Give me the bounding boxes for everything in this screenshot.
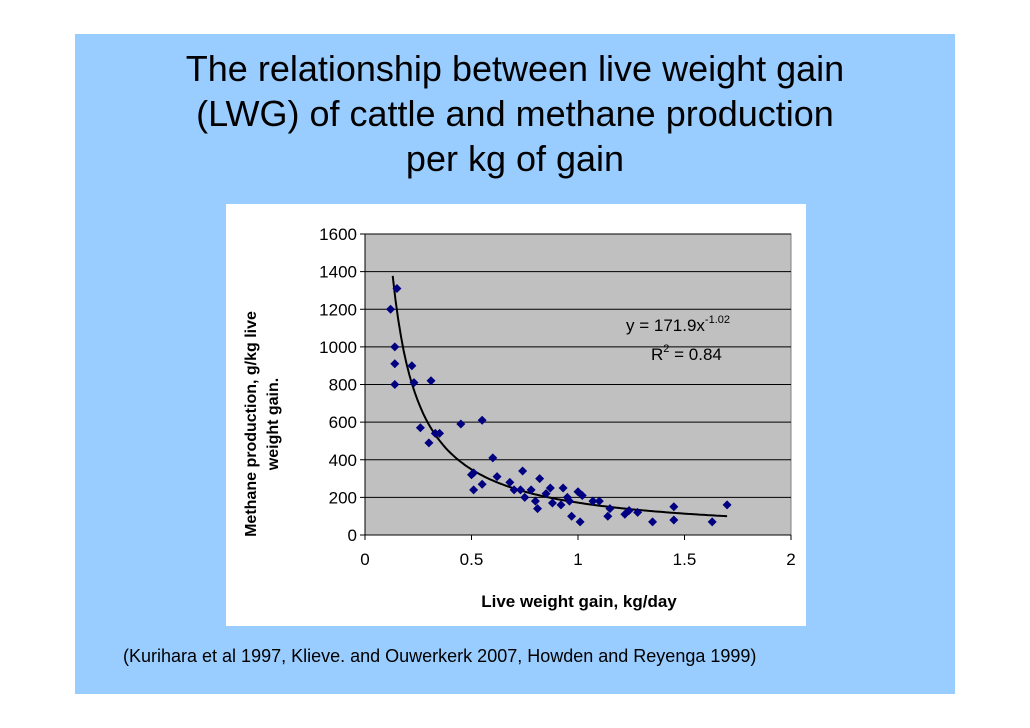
data-point-39 bbox=[577, 490, 587, 500]
data-point-3 bbox=[390, 359, 400, 369]
data-point-27 bbox=[533, 504, 543, 514]
data-point-1 bbox=[392, 284, 402, 294]
data-point-41 bbox=[594, 496, 604, 506]
data-point-4 bbox=[390, 380, 400, 389]
r2-label: R bbox=[651, 345, 663, 364]
data-point-50 bbox=[707, 517, 717, 527]
data-point-49 bbox=[669, 515, 679, 525]
data-point-17 bbox=[477, 479, 487, 489]
data-point-2 bbox=[390, 342, 400, 352]
y-axis-label-line-2: weight gain. bbox=[265, 378, 282, 471]
data-point-25 bbox=[526, 485, 536, 495]
data-point-5 bbox=[407, 361, 417, 371]
data-point-29 bbox=[541, 489, 551, 499]
y-tick-label: 1200 bbox=[319, 300, 357, 319]
trendline-equation: y = 171.9x-1.02 bbox=[626, 314, 730, 335]
x-tick-label: 1 bbox=[573, 550, 582, 569]
x-tick-label: 2 bbox=[786, 550, 795, 569]
y-tick-label: 400 bbox=[329, 451, 357, 470]
r2-value: = 0.84 bbox=[669, 345, 721, 364]
x-axis-label: Live weight gain, kg/day bbox=[481, 592, 677, 611]
data-point-9 bbox=[426, 376, 436, 386]
data-point-7 bbox=[415, 423, 425, 433]
y-axis-label-line-1: Methane production, g/kg live bbox=[243, 311, 260, 537]
y-tick-labels: 0 200 400 600 800 1000 1200 1400 1600 bbox=[319, 225, 357, 545]
slide-background: The relationship between live weight gai… bbox=[75, 34, 955, 694]
data-point-21 bbox=[509, 485, 519, 495]
x-tick-label: 1.5 bbox=[673, 550, 697, 569]
slide-title: The relationship between live weight gai… bbox=[75, 46, 955, 181]
data-point-11 bbox=[435, 428, 445, 438]
data-point-20 bbox=[505, 477, 515, 487]
trendline bbox=[391, 275, 728, 518]
data-point-33 bbox=[558, 483, 568, 493]
data-point-18 bbox=[488, 453, 498, 463]
data-point-31 bbox=[547, 498, 557, 508]
y-tick-label: 1400 bbox=[319, 263, 357, 282]
equation-text: y = 171.9x bbox=[626, 316, 705, 335]
data-point-47 bbox=[648, 517, 658, 527]
chart-panel: 0 200 400 600 800 1000 1200 1400 1600 0 0.5 1 1.5 2 … bbox=[226, 204, 806, 626]
data-point-51 bbox=[722, 500, 732, 510]
data-point-32 bbox=[556, 500, 566, 510]
y-tick-label: 200 bbox=[329, 488, 357, 507]
slide-title-line-1: The relationship between live weight gai… bbox=[185, 48, 845, 89]
data-point-23 bbox=[518, 466, 528, 476]
y-tick-label: 1600 bbox=[319, 225, 357, 244]
data-point-15 bbox=[469, 468, 479, 478]
y-tick-label: 600 bbox=[329, 413, 357, 432]
data-point-0 bbox=[386, 304, 396, 314]
data-point-8 bbox=[424, 438, 434, 448]
data-point-36 bbox=[567, 511, 577, 521]
equation-exponent: -1.02 bbox=[705, 314, 730, 326]
y-axis-label: Methane production, g/kg live weight gai… bbox=[243, 311, 282, 537]
data-point-19 bbox=[492, 472, 502, 482]
x-tick-label: 0 bbox=[360, 550, 369, 569]
data-point-6 bbox=[409, 378, 419, 388]
data-point-46 bbox=[633, 507, 643, 517]
data-point-24 bbox=[520, 492, 530, 502]
axes bbox=[360, 233, 792, 540]
slide-title-line-3: per kg of gain bbox=[405, 138, 625, 179]
gridlines bbox=[365, 233, 791, 498]
data-point-48 bbox=[669, 502, 679, 512]
y-tick-label: 0 bbox=[348, 526, 357, 545]
data-point-12 bbox=[456, 419, 466, 429]
slide-title-line-2: (LWG) of cattle and methane production bbox=[196, 93, 834, 134]
data-point-22 bbox=[515, 485, 525, 495]
data-point-26 bbox=[530, 496, 540, 506]
data-point-43 bbox=[605, 504, 615, 514]
y-tick-label: 1000 bbox=[319, 338, 357, 357]
data-point-14 bbox=[469, 485, 479, 495]
data-point-40 bbox=[588, 496, 598, 506]
data-point-35 bbox=[564, 496, 574, 506]
data-point-28 bbox=[535, 474, 545, 484]
y-tick-label: 800 bbox=[329, 376, 357, 395]
data-point-38 bbox=[575, 517, 585, 527]
r-squared: R2 = 0.84 bbox=[651, 343, 722, 364]
x-tick-label: 0.5 bbox=[460, 550, 484, 569]
data-point-16 bbox=[477, 415, 487, 425]
x-tick-labels: 0 0.5 1 1.5 2 bbox=[360, 550, 795, 569]
data-point-42 bbox=[603, 511, 613, 521]
data-points bbox=[386, 284, 732, 527]
data-point-30 bbox=[545, 483, 555, 493]
data-point-45 bbox=[624, 506, 634, 516]
citation: (Kurihara et al 1997, Klieve. and Ouwerk… bbox=[123, 646, 757, 666]
r2-exponent: 2 bbox=[663, 343, 669, 355]
